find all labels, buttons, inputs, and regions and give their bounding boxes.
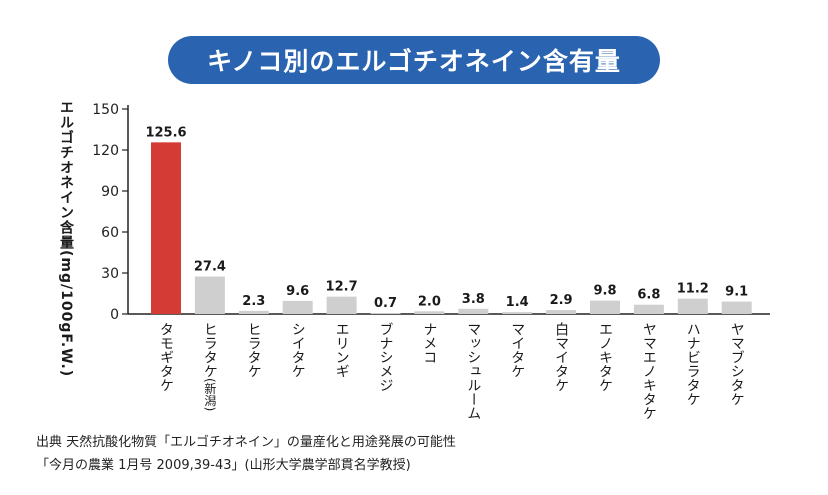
category-label: エリンギ bbox=[332, 322, 352, 378]
bar bbox=[414, 311, 445, 314]
source-line-2: 「今月の農業 1月号 2009,39-43」(山形大学農学部貫名学教授) bbox=[36, 458, 411, 473]
y-tick-label: 60 bbox=[101, 225, 119, 241]
y-tick-label: 30 bbox=[101, 266, 119, 282]
category-name: ヒラタケ bbox=[201, 322, 218, 378]
category-name: ハナビラタケ bbox=[684, 322, 701, 406]
category-name: ブナシメジ bbox=[377, 322, 394, 392]
category-label: マッシュルーム bbox=[463, 322, 483, 420]
category-name: マッシュルーム bbox=[465, 322, 482, 420]
category-name: マイタケ bbox=[509, 322, 526, 378]
category-label: ハナビラタケ bbox=[683, 322, 703, 406]
y-axis-label: エルゴチオネイン含量(mg/100gF.W.) bbox=[58, 100, 74, 378]
category-label: ヒラタケ(新潟) bbox=[200, 322, 220, 411]
bar bbox=[194, 276, 225, 314]
bar bbox=[458, 308, 489, 314]
y-tick-label: 150 bbox=[92, 102, 119, 118]
y-tick-label: 120 bbox=[92, 143, 119, 159]
bar-value-label: 9.8 bbox=[593, 284, 616, 299]
category-name: エノキタケ bbox=[597, 322, 613, 392]
category-label: ヤマエノキタケ bbox=[639, 322, 659, 420]
category-name: エリンギ bbox=[333, 322, 350, 378]
source-line-1: 出典 天然抗酸化物質「エルゴチオネイン」の量産化と用途発展の可能性 bbox=[36, 435, 456, 450]
category-label: シイタケ bbox=[288, 322, 308, 378]
bar-value-label: 2.3 bbox=[242, 294, 265, 309]
bar-value-label: 27.4 bbox=[194, 260, 226, 275]
category-label: ヒラタケ bbox=[244, 322, 264, 378]
bar bbox=[238, 310, 269, 314]
bar bbox=[282, 300, 313, 314]
category-label: ナメコ bbox=[419, 322, 439, 364]
bar-value-label: 125.6 bbox=[145, 125, 186, 140]
category-name: 白マイタケ bbox=[553, 322, 570, 392]
bar-value-label: 0.7 bbox=[374, 296, 397, 311]
category-label: ヤマブシタケ bbox=[727, 322, 747, 406]
category-label: 白マイタケ bbox=[551, 322, 571, 392]
bar-value-label: 6.8 bbox=[637, 288, 660, 303]
bar bbox=[502, 312, 533, 314]
bar-value-label: 2.9 bbox=[550, 293, 573, 308]
category-sub: (新潟) bbox=[202, 378, 217, 412]
bar-value-label: 9.6 bbox=[286, 284, 309, 299]
bar bbox=[721, 301, 752, 314]
bar bbox=[370, 313, 401, 314]
bar bbox=[326, 296, 357, 314]
chart-title: キノコ別のエルゴチオネイン含有量 bbox=[168, 36, 660, 84]
category-label: マイタケ bbox=[507, 322, 527, 378]
category-name: ヤマブシタケ bbox=[728, 322, 745, 406]
bar bbox=[546, 310, 577, 314]
category-name: ナメコ bbox=[421, 322, 438, 364]
y-tick-label: 90 bbox=[101, 184, 119, 200]
category-name: ヒラタケ bbox=[245, 322, 262, 378]
category-label: エノキタケ bbox=[595, 322, 615, 392]
category-label: ブナシメジ bbox=[376, 322, 396, 392]
bar bbox=[633, 304, 664, 314]
bar-value-label: 1.4 bbox=[506, 295, 529, 310]
bar-value-label: 12.7 bbox=[326, 280, 358, 295]
bar-value-label: 9.1 bbox=[725, 285, 748, 300]
bar bbox=[677, 298, 708, 314]
category-name: シイタケ bbox=[289, 322, 306, 378]
category-label: タモギタケ bbox=[156, 322, 176, 392]
bar bbox=[151, 142, 181, 314]
bar-value-label: 3.8 bbox=[462, 292, 485, 307]
bar-chart: 0 30 60 90 120 150 125.6 27.4 2.3 9.6 12.7 0.7 2.0 3.… bbox=[92, 102, 770, 323]
bar-value-label: 2.0 bbox=[418, 294, 441, 309]
bar-value-label: 11.2 bbox=[677, 282, 709, 297]
y-tick-label: 0 bbox=[110, 307, 119, 323]
category-name: タモギタケ bbox=[158, 322, 174, 392]
bar bbox=[590, 300, 620, 314]
category-name: ヤマエノキタケ bbox=[640, 322, 657, 420]
